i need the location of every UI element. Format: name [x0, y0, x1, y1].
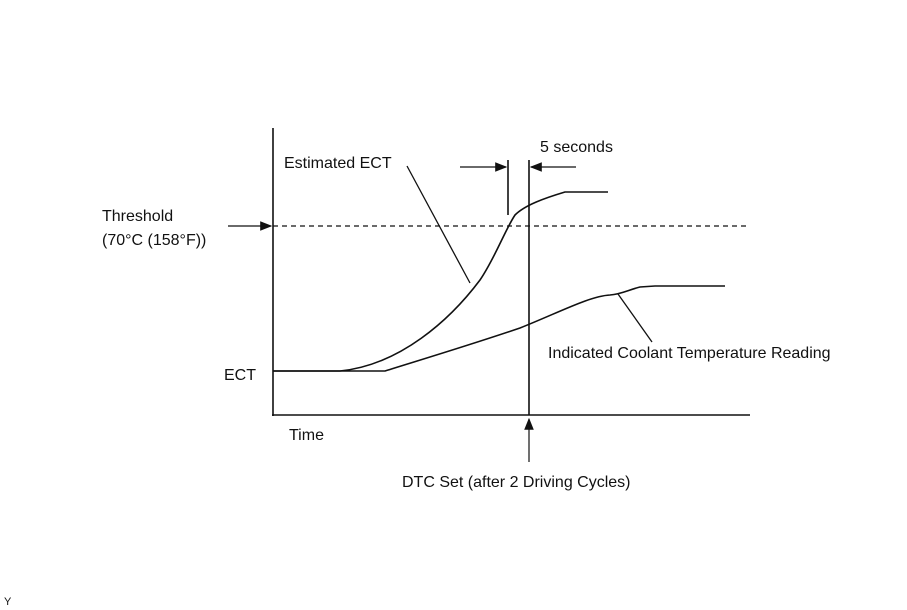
label: DTC Set (after 2 Driving Cycles) [402, 474, 631, 491]
estimated-ect-curve [273, 191, 608, 372]
label: (70°C (158°F)) [102, 232, 206, 249]
label: ECT [224, 367, 256, 384]
label: 5 seconds [540, 139, 613, 156]
indicated-curve [273, 285, 725, 372]
label: Indicated Coolant Temperature Reading [548, 345, 831, 362]
axes [272, 128, 750, 416]
label: Threshold [102, 208, 173, 225]
label: Y [4, 596, 12, 608]
indicated-leader [617, 293, 653, 343]
estimated-leader [406, 165, 471, 284]
label: Estimated ECT [284, 155, 392, 172]
label: Time [289, 427, 324, 444]
